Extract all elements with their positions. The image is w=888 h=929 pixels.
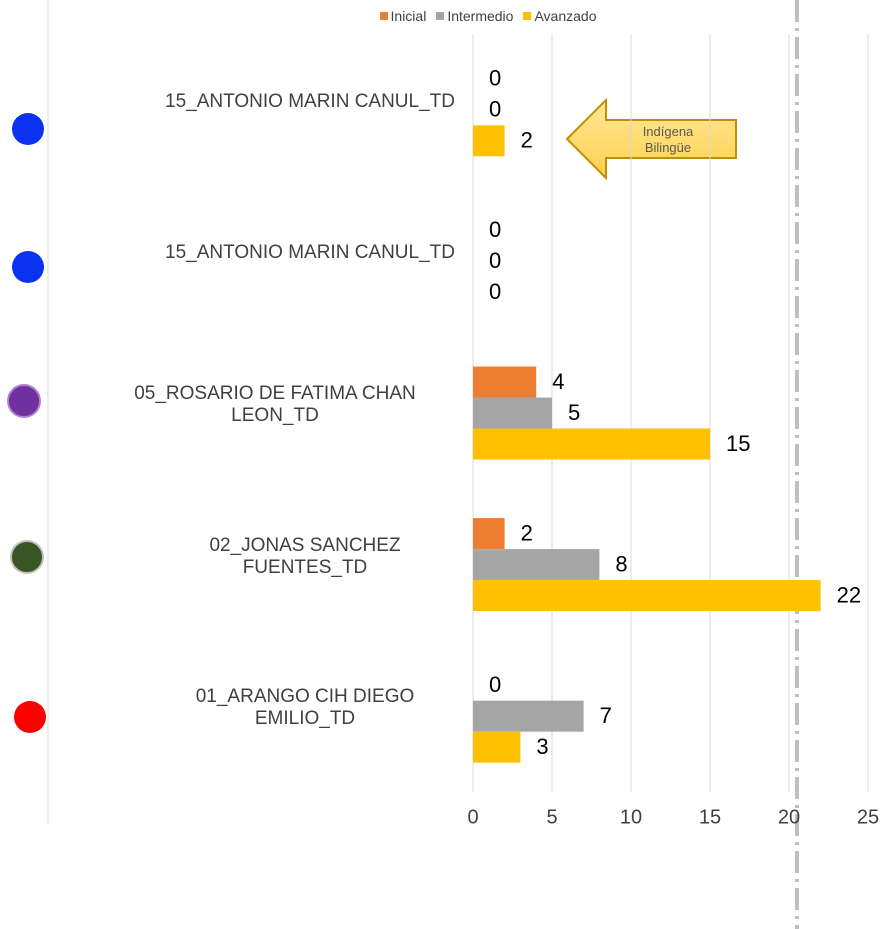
category-label-box: 15_ANTONIO MARIN CANUL_TD — [75, 242, 455, 264]
legend-label: Avanzado — [534, 8, 597, 24]
x-tick-label: 20 — [778, 806, 800, 828]
y-tick-label: 01_ARANGO CIH DIEGO EMILIO_TD — [195, 686, 415, 730]
legend-swatch — [436, 12, 445, 20]
category-label-box: 05_ROSARIO DE FATIMA CHAN LEON_TD — [95, 383, 455, 427]
data-label: 22 — [837, 582, 861, 607]
dot — [12, 113, 44, 145]
data-label: 15 — [726, 431, 750, 456]
data-label: 3 — [536, 734, 548, 759]
category-label-box: 15_ANTONIO MARIN CANUL_TD — [75, 91, 455, 113]
data-label: 0 — [489, 248, 501, 273]
x-tick-label: 5 — [546, 806, 557, 828]
x-tick-label: 25 — [857, 806, 879, 828]
data-label: 0 — [489, 217, 501, 242]
data-label: 4 — [552, 369, 564, 394]
y-tick-label: 05_ROSARIO DE FATIMA CHAN LEON_TD — [134, 383, 416, 426]
annotation-arrow — [565, 97, 737, 181]
data-label: 0 — [489, 672, 501, 697]
bar — [473, 700, 584, 732]
data-label: 2 — [521, 520, 533, 545]
legend-label: Inicial — [390, 8, 427, 24]
legend-swatch — [523, 12, 532, 20]
annotation: Indígena Bilingüe — [642, 124, 694, 155]
bar — [473, 731, 521, 763]
x-tick-label: 0 — [467, 806, 478, 828]
category-label-box: 02_JONAS SANCHEZ FUENTES_TD — [155, 535, 455, 579]
bar — [473, 428, 710, 460]
bar — [473, 518, 505, 550]
legend: Inicial Intermedio Avanzado — [0, 8, 888, 24]
bar — [473, 366, 537, 398]
legend-item: Avanzado — [523, 8, 596, 24]
y-tick-label: 15_ANTONIO MARIN CANUL_TD — [165, 90, 455, 112]
bar — [473, 549, 600, 581]
legend-item: Intermedio — [436, 8, 513, 24]
y-tick-label: 02_JONAS SANCHEZ FUENTES_TD — [209, 534, 401, 578]
legend-label: Intermedio — [447, 8, 514, 24]
dot — [10, 540, 44, 574]
data-label: 5 — [568, 400, 580, 425]
x-tick-label: 15 — [699, 806, 721, 828]
dot — [7, 384, 41, 418]
dot — [12, 251, 44, 283]
legend-swatch — [379, 12, 388, 20]
data-label: 0 — [489, 97, 501, 122]
bar — [473, 580, 821, 612]
data-label: 0 — [489, 66, 501, 91]
x-tick-label: 10 — [620, 806, 642, 828]
bar — [473, 125, 505, 157]
bar — [473, 397, 552, 429]
data-label: 2 — [521, 128, 533, 153]
data-label: 0 — [489, 279, 501, 304]
dot — [14, 701, 46, 733]
y-tick-label: 15_ANTONIO MARIN CANUL_TD — [165, 242, 455, 264]
data-label: 7 — [600, 703, 612, 728]
data-label: 8 — [615, 551, 627, 576]
legend-item: Inicial — [379, 8, 427, 24]
category-label-box: 01_ARANGO CIH DIEGO EMILIO_TD — [155, 686, 455, 730]
